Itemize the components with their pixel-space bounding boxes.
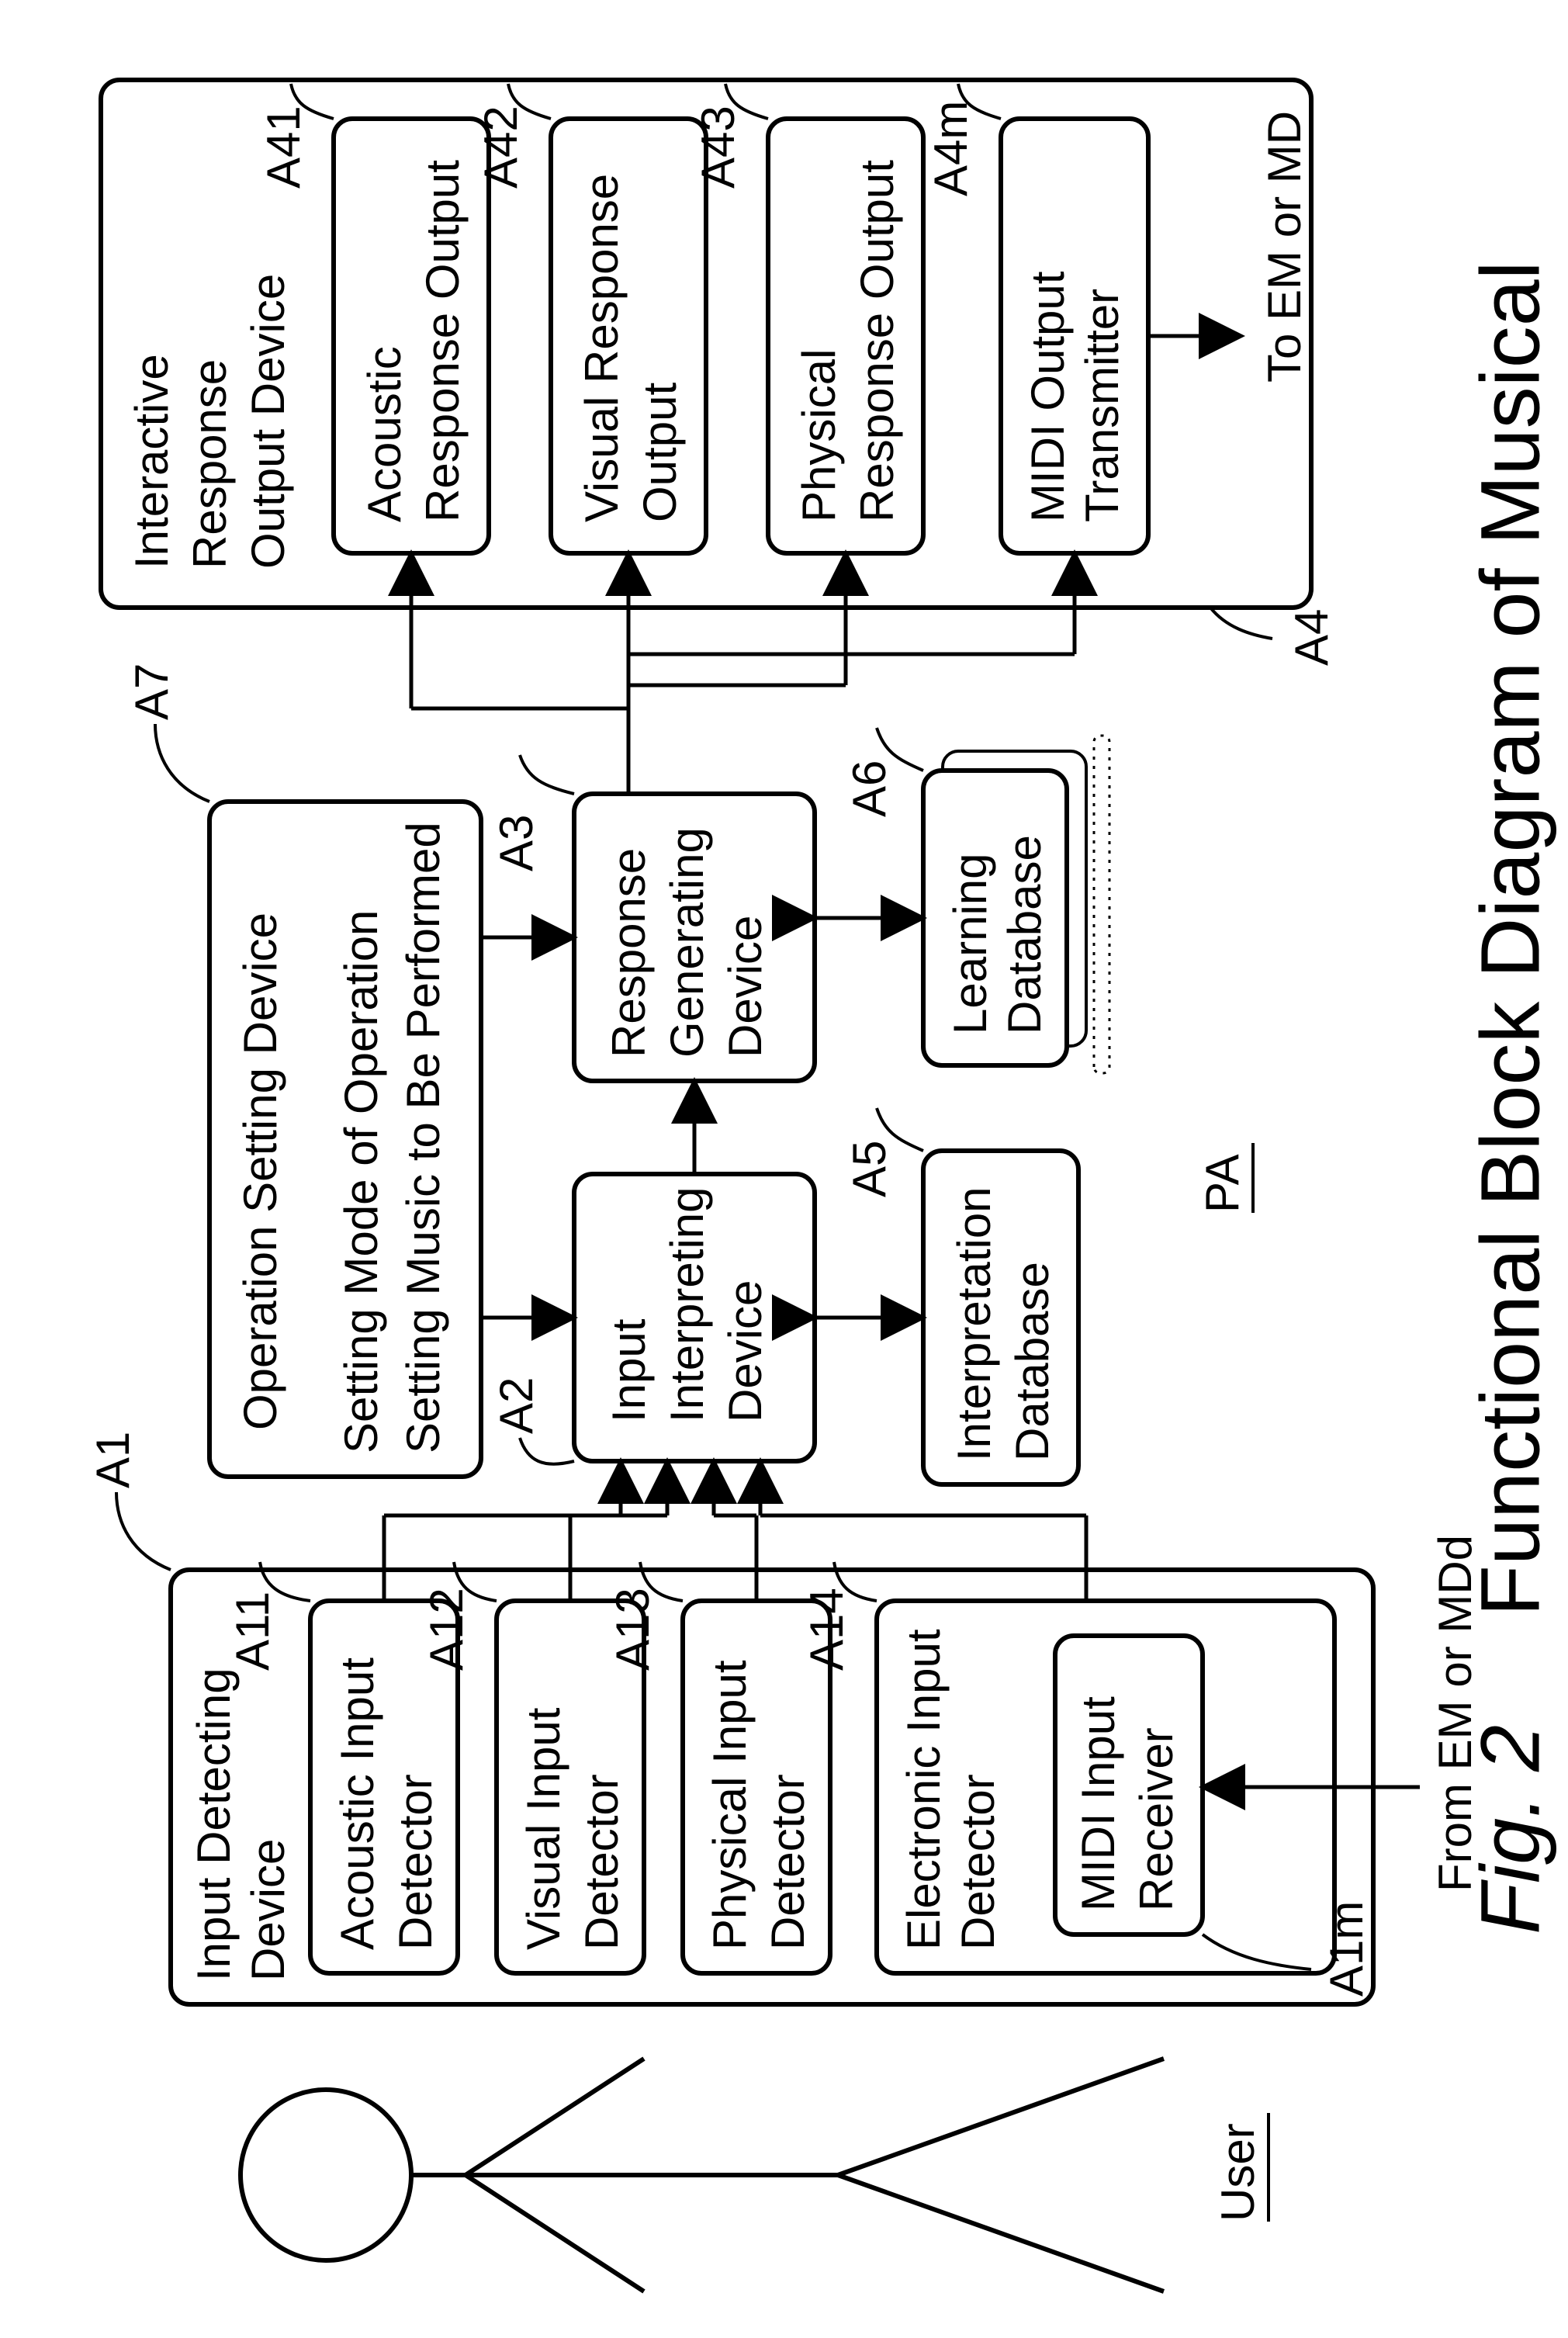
to-em-label: To EM or MD (1258, 111, 1310, 383)
a4m-ref: A4m (925, 101, 977, 196)
a6-label-2: Database (999, 835, 1051, 1034)
figure-title-line1: Functional Block Diagram of Musical (1463, 261, 1557, 1616)
a13-ref: A13 (607, 1588, 659, 1671)
a41-label-2: Response Output (417, 160, 469, 522)
a12-label-2: Detector (576, 1774, 628, 1950)
opset-line2: Setting Music to Be Performed (397, 822, 449, 1453)
a2-ref: A2 (490, 1377, 542, 1434)
a12-label-1: Visual Input (517, 1707, 569, 1950)
a42-label-2: Output (634, 383, 686, 522)
a1m-label-2: Receiver (1130, 1727, 1182, 1911)
a14-ref: A14 (801, 1588, 853, 1671)
a11-label-1: Acoustic Input (331, 1657, 383, 1950)
user-label: User (1212, 2123, 1264, 2222)
a3-label-2: Generating (661, 827, 713, 1058)
a3-label-3: Device (719, 916, 771, 1058)
pa-label: PA (1196, 1154, 1248, 1213)
a4m-label-2: Transmitter (1076, 289, 1128, 522)
a1m-label-1: MIDI Input (1072, 1696, 1124, 1911)
a6-ref: A6 (843, 760, 895, 817)
a5-label-1: Interpretation (948, 1186, 1000, 1461)
a7-ref: A7 (126, 663, 178, 720)
a4m-label-1: MIDI Output (1022, 271, 1074, 522)
input-detecting-title-2: Device (242, 1839, 294, 1981)
a3-label-1: Response (603, 848, 655, 1058)
a14-label-1: Electronic Input (898, 1629, 950, 1950)
a1-ref: A1 (87, 1432, 139, 1488)
input-detecting-title-1: Input Detecting (188, 1668, 240, 1981)
out-title-3: Output Device (242, 274, 294, 569)
user-head (241, 2090, 411, 2260)
a2-label-3: Device (719, 1280, 771, 1422)
a41-label-1: Acoustic (358, 346, 410, 522)
a12-ref: A12 (421, 1588, 472, 1671)
a13-label-2: Detector (762, 1774, 814, 1950)
a3-ref: A3 (490, 815, 542, 871)
diagram-canvas: User Input Detecting Device A1 Acoustic … (0, 0, 1568, 2338)
a11-ref: A11 (227, 1592, 279, 1671)
a14-label-2: Detector (952, 1774, 1004, 1950)
a42-label-1: Visual Response (576, 174, 628, 522)
out-title-2: Response (184, 359, 236, 569)
a1m-ref: A1m (1321, 1901, 1372, 1997)
a5-ref: A5 (843, 1141, 895, 1197)
a43-label-2: Response Output (851, 160, 903, 522)
a43-ref: A43 (692, 106, 744, 189)
opset-line1: Setting Mode of Operation (335, 910, 387, 1453)
a41-ref: A41 (258, 106, 310, 189)
a11-label-2: Detector (389, 1774, 441, 1950)
a4-ref: A4 (1286, 609, 1338, 666)
a2-label-1: Input (603, 1318, 655, 1422)
a43-label-1: Physical (793, 349, 845, 522)
a5-label-2: Database (1006, 1262, 1058, 1461)
opset-title: Operation Setting Device (234, 913, 286, 1430)
a42-ref: A42 (475, 106, 527, 189)
a6-label-1: Learning (944, 853, 996, 1034)
out-title-1: Interactive (126, 354, 178, 569)
figure-number: Fig. 2 (1463, 1725, 1557, 1934)
a2-label-2: Interpreting (661, 1186, 713, 1422)
a13-label-1: Physical Input (704, 1660, 756, 1950)
